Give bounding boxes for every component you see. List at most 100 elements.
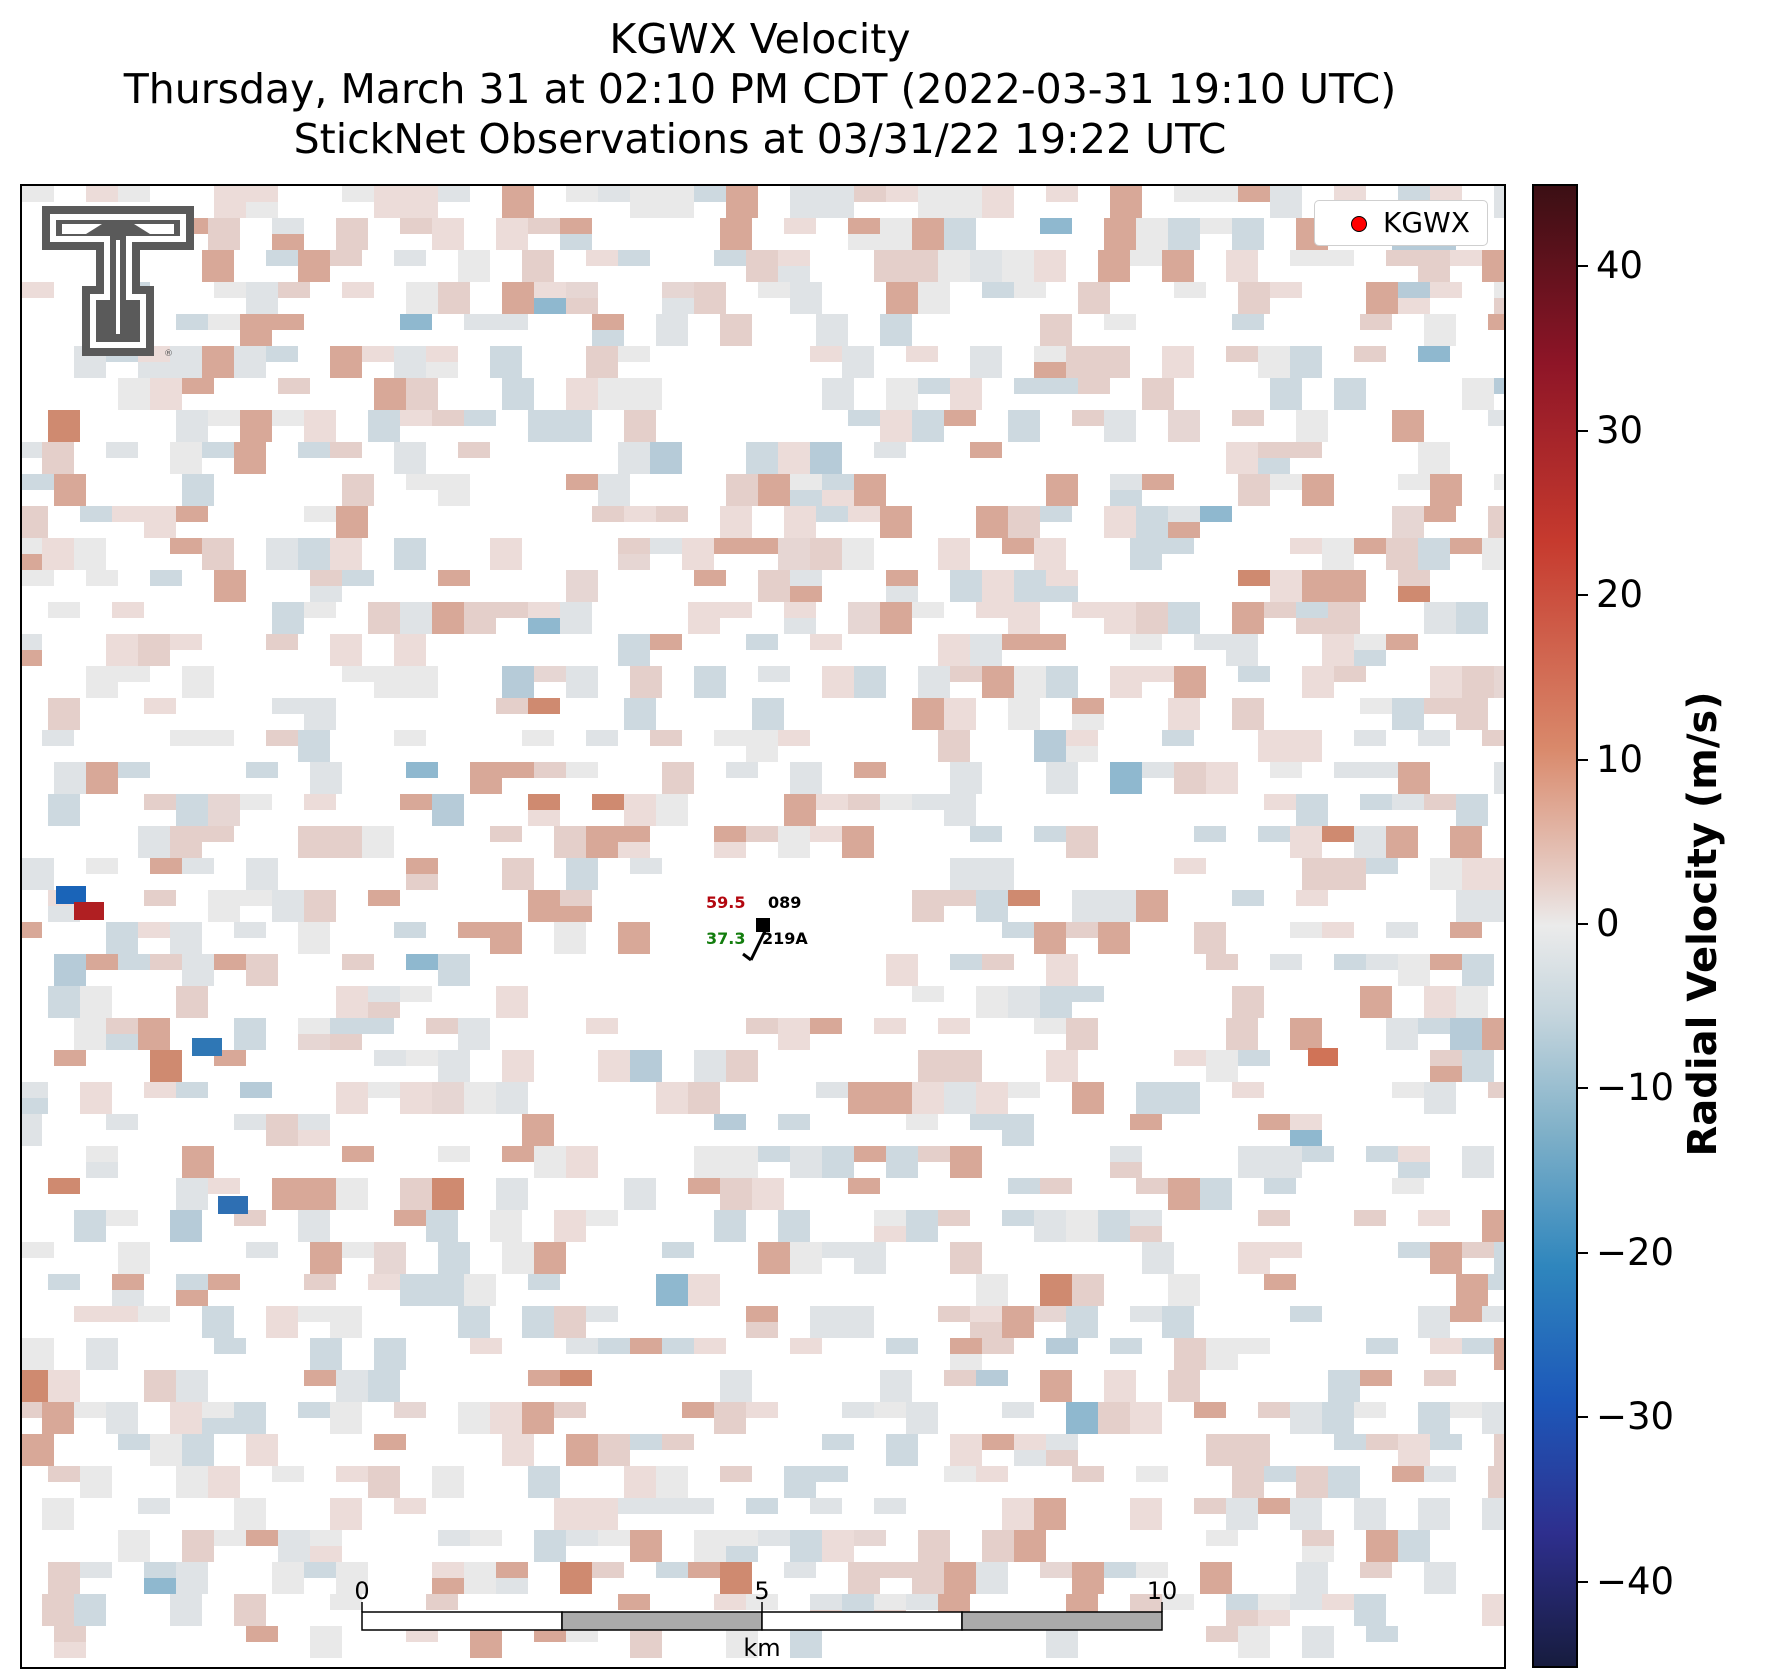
velocity-cell	[496, 986, 528, 1018]
velocity-cell	[822, 1434, 854, 1450]
velocity-cell	[1450, 1402, 1482, 1418]
velocity-cell	[106, 442, 138, 458]
velocity-cell	[618, 826, 650, 842]
velocity-cell	[208, 890, 240, 922]
velocity-cell	[906, 346, 938, 362]
velocity-cell	[842, 538, 874, 570]
velocity-cell	[1354, 1498, 1386, 1530]
velocity-cell	[1302, 474, 1334, 506]
velocity-cell	[202, 1402, 234, 1418]
velocity-cell	[1462, 858, 1494, 890]
velocity-cell	[1488, 1082, 1504, 1098]
velocity-cell	[240, 410, 272, 442]
velocity-cell	[1040, 1370, 1072, 1402]
velocity-cell	[976, 1082, 1008, 1114]
velocity-cell	[746, 538, 778, 554]
velocity-cell	[438, 1050, 470, 1082]
velocity-cell	[1360, 698, 1392, 714]
velocity-cell	[784, 794, 816, 826]
velocity-cell	[1034, 826, 1066, 842]
velocity-cell	[560, 602, 592, 618]
velocity-cell	[598, 474, 630, 506]
velocity-cell	[1162, 1306, 1194, 1338]
velocity-cell	[86, 858, 118, 874]
velocity-cell	[912, 218, 944, 250]
velocity-cell	[1162, 250, 1194, 282]
velocity-cell	[982, 858, 1014, 890]
velocity-cell	[1302, 570, 1334, 602]
velocity-cell	[918, 282, 950, 314]
velocity-cell	[374, 186, 406, 218]
velocity-cell	[714, 250, 746, 266]
title-line-2: Thursday, March 31 at 02:10 PM CDT (2022…	[123, 65, 1397, 113]
velocity-cell	[394, 250, 426, 266]
velocity-cell	[1034, 250, 1066, 282]
velocity-cell	[528, 794, 560, 810]
velocity-map[interactable]: ® 0 5 10 km KGWX 59.5 089 37.3 219A	[20, 184, 1506, 1669]
velocity-cell	[394, 1210, 426, 1226]
velocity-cell	[1104, 1562, 1136, 1578]
velocity-cell	[688, 602, 720, 634]
velocity-cell	[1462, 1242, 1494, 1258]
velocity-cell	[48, 1274, 80, 1290]
velocity-cell	[810, 1306, 842, 1338]
velocity-cell	[182, 1530, 214, 1562]
velocity-cell	[880, 1370, 912, 1402]
velocity-cell	[22, 474, 54, 490]
velocity-cell	[170, 826, 202, 858]
velocity-cell	[1424, 794, 1456, 810]
velocity-cell	[1040, 314, 1072, 346]
velocity-cell	[790, 282, 822, 314]
velocity-cell	[438, 570, 470, 586]
velocity-cell	[592, 1562, 624, 1578]
velocity-cell	[150, 1434, 182, 1466]
velocity-cell	[1072, 1562, 1104, 1594]
velocity-cell	[1130, 634, 1162, 650]
colorbar-tick	[1576, 429, 1588, 432]
velocity-cell	[1494, 762, 1504, 794]
velocity-cell	[1456, 698, 1488, 730]
scale-unit: km	[743, 1634, 780, 1662]
velocity-cell	[790, 1242, 822, 1274]
velocity-cell	[714, 826, 746, 842]
velocity-cell	[784, 1466, 816, 1498]
velocity-cell	[118, 378, 150, 410]
velocity-cell	[1392, 794, 1424, 810]
velocity-cell	[1008, 986, 1040, 1002]
velocity-cell	[586, 826, 618, 858]
velocity-cell	[534, 1242, 566, 1274]
velocity-cell	[694, 1338, 726, 1354]
velocity-cell	[246, 186, 278, 202]
radar-velocity-field: ® 0 5 10 km	[22, 186, 1504, 1662]
velocity-cell	[1002, 1306, 1034, 1338]
velocity-cell	[298, 1018, 330, 1034]
velocity-cell	[1040, 218, 1072, 234]
velocity-cell	[1014, 570, 1046, 602]
velocity-cell	[1072, 410, 1104, 426]
velocity-cell	[48, 1562, 80, 1594]
velocity-cell	[1238, 186, 1270, 202]
velocity-cell	[880, 410, 912, 442]
velocity-cell	[586, 1018, 618, 1034]
velocity-cell	[406, 1050, 438, 1066]
velocity-cell	[982, 1338, 1014, 1354]
velocity-cell	[304, 1274, 336, 1290]
velocity-cell	[502, 1434, 534, 1466]
velocity-cell	[1162, 346, 1194, 362]
velocity-cell	[1136, 890, 1168, 922]
velocity-cell	[458, 1018, 490, 1050]
colorbar-tick	[1576, 1251, 1588, 1254]
velocity-cell	[1046, 186, 1078, 202]
velocity-cell	[970, 1306, 1002, 1322]
velocity-cell	[1034, 1498, 1066, 1530]
velocity-cell	[144, 1562, 176, 1578]
velocity-cell	[1110, 762, 1142, 794]
velocity-cell	[144, 890, 176, 906]
velocity-cell	[1232, 986, 1264, 1018]
velocity-cell	[118, 1434, 150, 1450]
velocity-cell	[272, 1562, 304, 1594]
velocity-cell	[406, 186, 438, 218]
velocity-cell	[208, 794, 240, 826]
velocity-cell	[566, 1434, 598, 1466]
velocity-cell	[656, 1274, 688, 1306]
